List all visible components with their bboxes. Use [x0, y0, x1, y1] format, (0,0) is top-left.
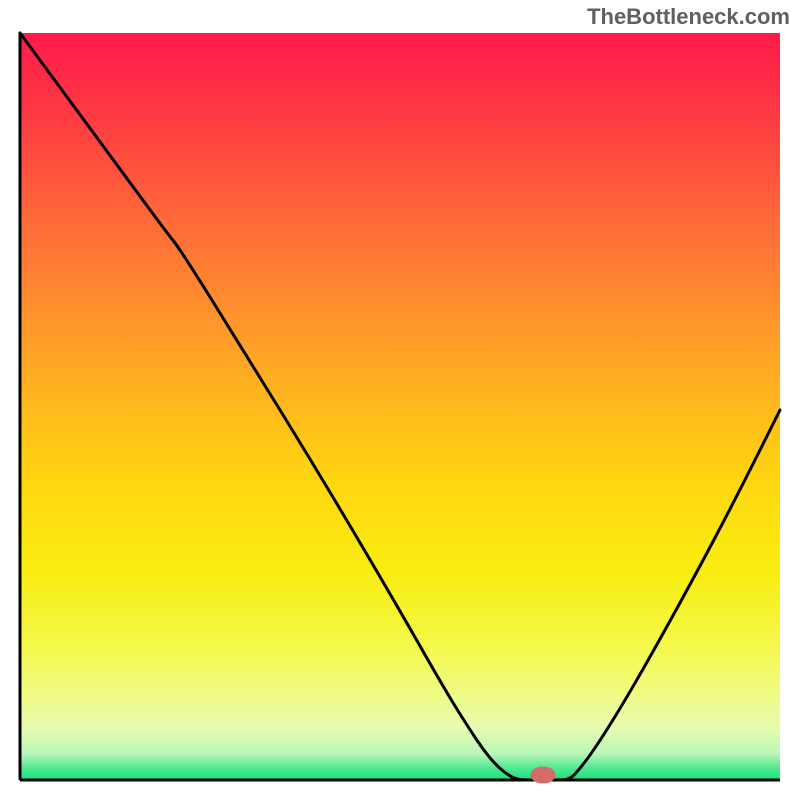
- plot-background: [20, 33, 780, 780]
- watermark-text: TheBottleneck.com: [587, 4, 790, 30]
- bottleneck-chart: [0, 0, 800, 800]
- optimal-marker: [531, 767, 555, 783]
- chart-container: { "watermark": "TheBottleneck.com", "cha…: [0, 0, 800, 800]
